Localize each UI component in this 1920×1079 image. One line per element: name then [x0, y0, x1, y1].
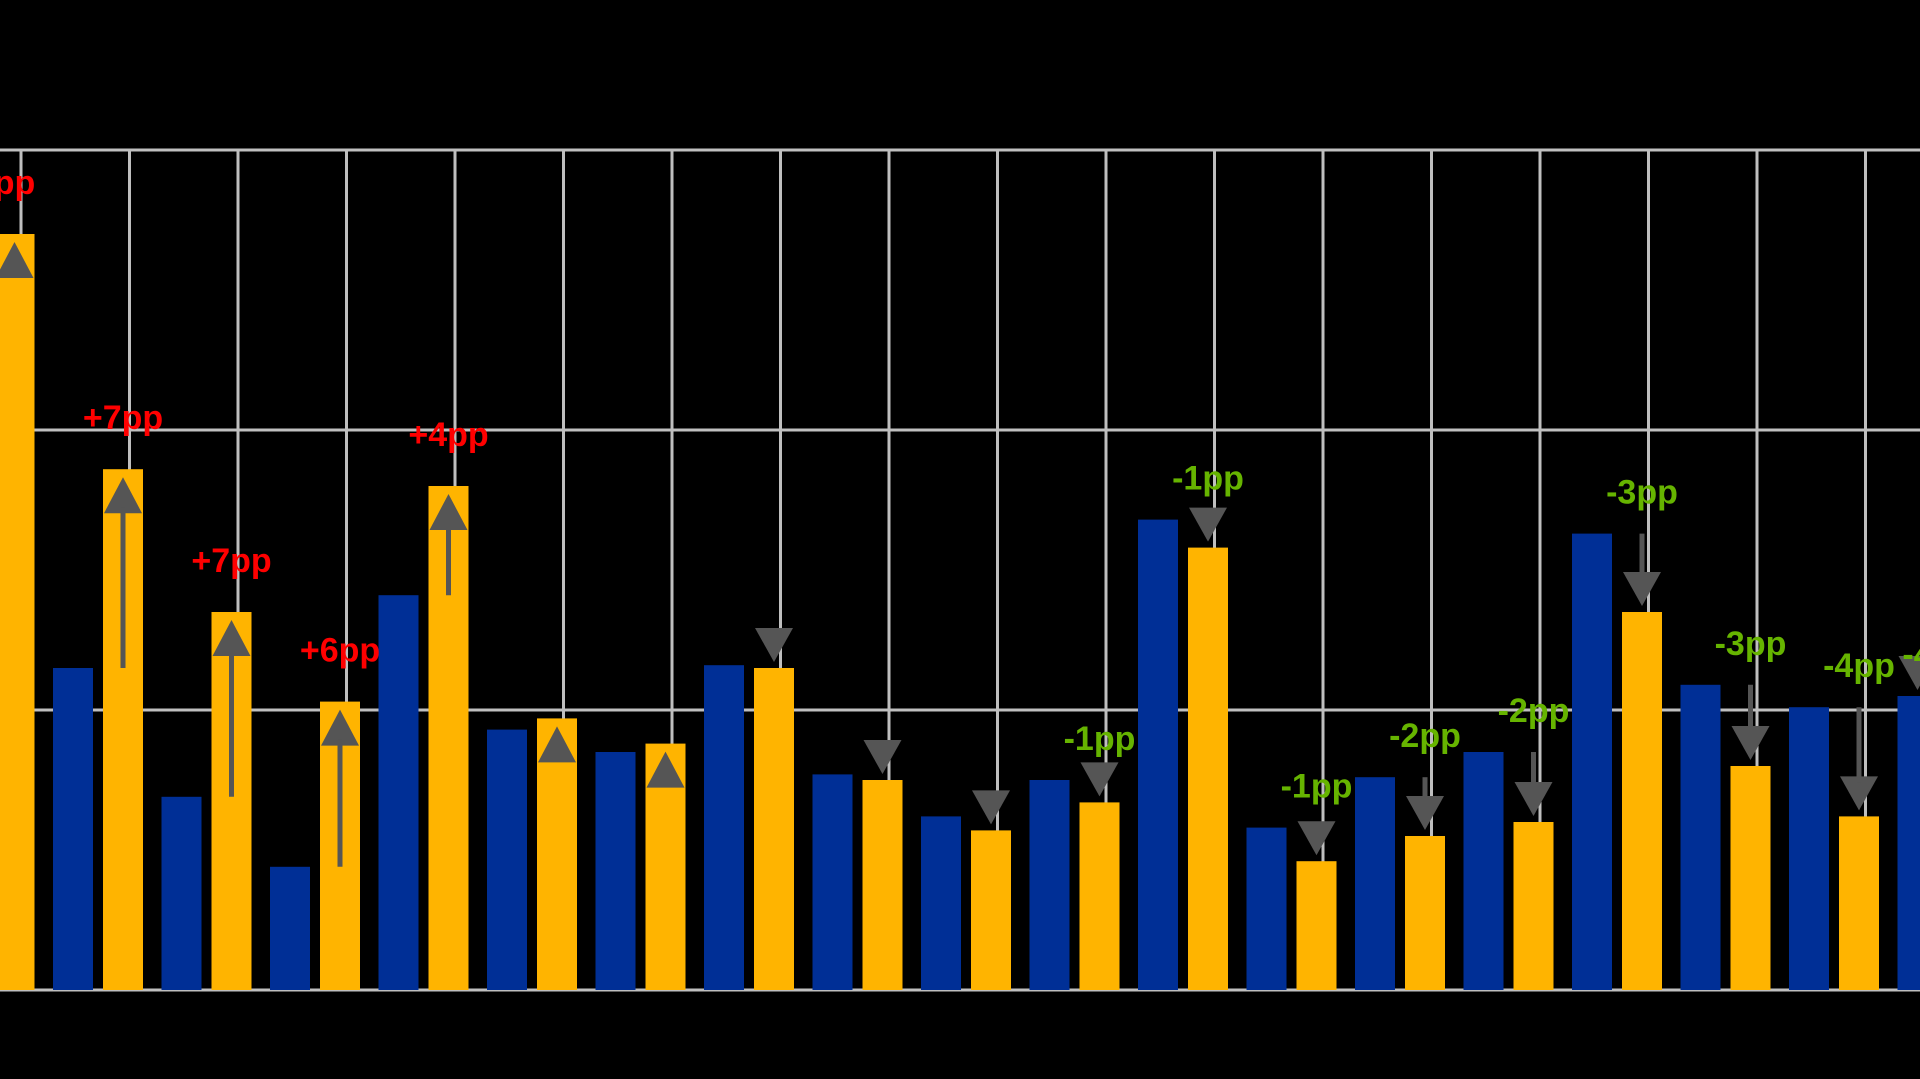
change-label: -2pp [1498, 692, 1570, 730]
bar-series-a [487, 729, 527, 990]
bar-series-a [1572, 533, 1612, 990]
bar-series-a [1789, 707, 1829, 990]
change-label: -1pp [1064, 720, 1136, 758]
arrow-down-icon [1840, 776, 1878, 811]
change-label: +7pp [191, 542, 271, 580]
bar-series-a [704, 665, 744, 990]
arrow-up-icon [321, 709, 359, 746]
bar-series-a [1463, 752, 1504, 990]
arrow-down-icon [1080, 762, 1119, 797]
arrow-down-icon [755, 628, 793, 662]
bar-series-b [1296, 861, 1337, 990]
arrow-down-icon [972, 790, 1010, 825]
bar-series-a [812, 774, 853, 990]
bar-series-b [537, 718, 577, 990]
arrow-up-icon [429, 494, 468, 530]
change-label: -1pp [1172, 460, 1244, 498]
bar-series-a [1897, 696, 1920, 990]
change-label: +6pp [300, 632, 380, 670]
bar-series-a [1246, 827, 1287, 990]
bar-series-a [1680, 684, 1721, 990]
arrow-down-icon [1623, 572, 1661, 606]
bar-series-b [754, 668, 794, 990]
change-label: -3pp [1715, 625, 1787, 663]
arrow-up-icon [646, 751, 685, 788]
bars [0, 234, 1920, 990]
arrow-up-icon [212, 620, 251, 656]
change-label: -4pp [1823, 647, 1895, 685]
bar-series-b [862, 780, 903, 990]
bar-series-a [161, 796, 202, 990]
bar-series-a [1138, 519, 1178, 990]
arrow-down-icon [863, 740, 902, 774]
change-label: +4pp [408, 416, 488, 454]
change-labels: pp +7pp +7pp +6pp +4pp -1pp -1pp -1pp -2pp -2pp -3… [0, 164, 1920, 806]
bar-series-b [971, 830, 1011, 990]
change-label: +7pp [83, 399, 163, 437]
bar-series-b [1405, 836, 1445, 990]
change-arrows [0, 242, 1920, 867]
bar-series-b [1730, 766, 1771, 990]
bar-series-b [1513, 822, 1554, 990]
change-label: pp [0, 164, 35, 202]
arrow-down-icon [1514, 782, 1553, 816]
bar-series-b [1839, 816, 1879, 990]
bar-series-a [378, 595, 419, 990]
arrow-down-icon [1189, 507, 1227, 542]
arrow-down-icon [1731, 726, 1770, 760]
bar-series-a [921, 816, 961, 990]
bar-series-b [1188, 547, 1228, 990]
arrow-up-icon [538, 726, 576, 763]
bar-series-a [595, 752, 636, 990]
change-label: -1pp [1281, 768, 1353, 806]
arrow-up-icon [104, 477, 142, 514]
change-label: -3pp [1606, 474, 1678, 512]
arrow-down-icon [1406, 796, 1444, 830]
bar-series-a [53, 668, 93, 990]
arrow-down-icon [1898, 656, 1920, 690]
change-label: -2pp [1389, 717, 1461, 755]
bar-series-a [1355, 777, 1395, 990]
bar-series-a [1029, 780, 1070, 990]
bar-series-b [0, 234, 35, 990]
change-label: -4 [1902, 636, 1920, 674]
bar-series-b [1622, 612, 1662, 990]
arrow-down-icon [1297, 821, 1336, 856]
bar-series-b [1079, 802, 1120, 990]
arrow-up-icon [0, 242, 34, 278]
bar-series-a [270, 866, 310, 990]
